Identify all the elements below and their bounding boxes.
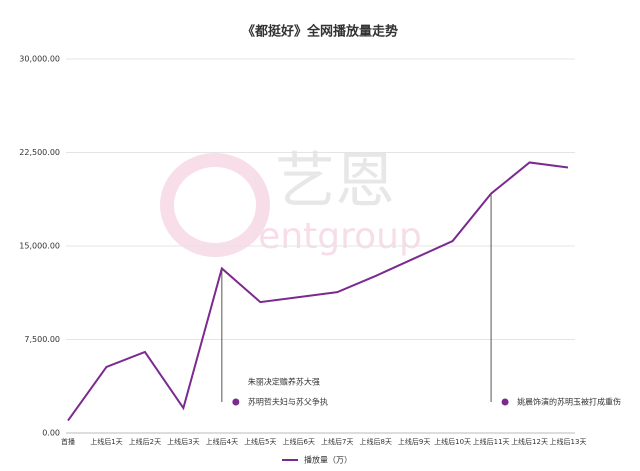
annotation-text: 姚晨饰演的苏明玉被打成重伤 <box>517 397 621 407</box>
y-tick-label: 30,000.00 <box>19 55 60 64</box>
annotation-text: 朱丽决定赡养苏大强 <box>248 377 320 387</box>
x-tick-label: 上线后9天 <box>398 437 430 446</box>
x-tick-label: 首播 <box>61 437 75 446</box>
x-tick-label: 上线后7天 <box>321 437 353 446</box>
watermark-logo <box>160 153 270 257</box>
annotation-dot <box>501 398 509 406</box>
watermark: 艺恩 entgroup <box>160 147 422 257</box>
x-tick-label: 上线后10天 <box>434 437 471 446</box>
x-tick-label: 上线后4天 <box>206 437 238 446</box>
x-tick-label: 上线后3天 <box>167 437 199 446</box>
annotation-dot <box>232 398 240 406</box>
y-tick-label: 7,500.00 <box>24 335 60 344</box>
annotation-text: 苏明哲夫妇与苏父争执 <box>248 397 328 407</box>
x-tick-label: 上线后11天 <box>473 437 510 446</box>
watermark-en: entgroup <box>258 216 422 257</box>
watermark-cn: 艺恩 <box>275 147 395 217</box>
legend-label: 播放量（万） <box>304 455 352 465</box>
y-tick-label: 0.00 <box>42 429 60 438</box>
y-tick-label: 22,500.00 <box>19 148 60 157</box>
x-tick-label: 上线后13天 <box>550 437 587 446</box>
y-tick-label: 15,000.00 <box>19 242 60 251</box>
x-tick-label: 上线后2天 <box>129 437 161 446</box>
x-tick-label: 上线后8天 <box>359 437 391 446</box>
x-tick-label: 上线后12天 <box>511 437 548 446</box>
x-tick-label: 上线后1天 <box>90 437 122 446</box>
x-tick-label: 上线后6天 <box>283 437 315 446</box>
x-tick-label: 上线后5天 <box>244 437 276 446</box>
chart-title: 《都挺好》全网播放量走势 <box>242 24 398 40</box>
data-line <box>67 161 569 422</box>
